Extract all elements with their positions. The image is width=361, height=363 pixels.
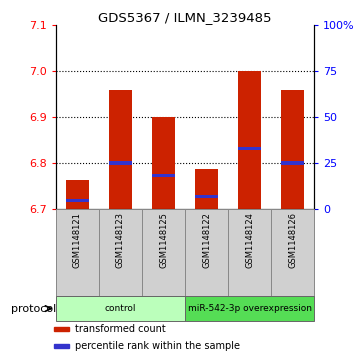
Bar	[109, 90, 132, 209]
Bar	[281, 161, 304, 164]
Text: GSM1148123: GSM1148123	[116, 212, 125, 268]
Bar	[195, 195, 218, 198]
Text: control: control	[105, 304, 136, 313]
Text: GSM1148124: GSM1148124	[245, 212, 254, 268]
Bar	[195, 169, 218, 209]
Text: miR-542-3p overexpression: miR-542-3p overexpression	[188, 304, 312, 313]
Bar	[238, 147, 261, 150]
Bar	[109, 161, 132, 164]
Bar	[66, 180, 89, 209]
Bar	[56, 296, 185, 321]
Bar	[185, 209, 228, 296]
Bar	[152, 117, 175, 209]
Text: GSM1148121: GSM1148121	[73, 212, 82, 268]
Text: GSM1148122: GSM1148122	[202, 212, 211, 268]
Bar	[228, 209, 271, 296]
Bar	[99, 209, 142, 296]
Bar	[54, 327, 69, 331]
Bar	[238, 71, 261, 209]
Bar	[54, 344, 69, 348]
Text: GSM1148126: GSM1148126	[288, 212, 297, 268]
Bar	[152, 174, 175, 177]
Bar	[185, 296, 314, 321]
Text: protocol: protocol	[11, 303, 56, 314]
Title: GDS5367 / ILMN_3239485: GDS5367 / ILMN_3239485	[98, 11, 272, 24]
Text: percentile rank within the sample: percentile rank within the sample	[75, 341, 240, 351]
Bar	[66, 199, 89, 202]
Bar	[271, 209, 314, 296]
Bar	[56, 209, 99, 296]
Bar	[281, 90, 304, 209]
Text: GSM1148125: GSM1148125	[159, 212, 168, 268]
Bar	[142, 209, 185, 296]
Text: transformed count: transformed count	[75, 324, 165, 334]
